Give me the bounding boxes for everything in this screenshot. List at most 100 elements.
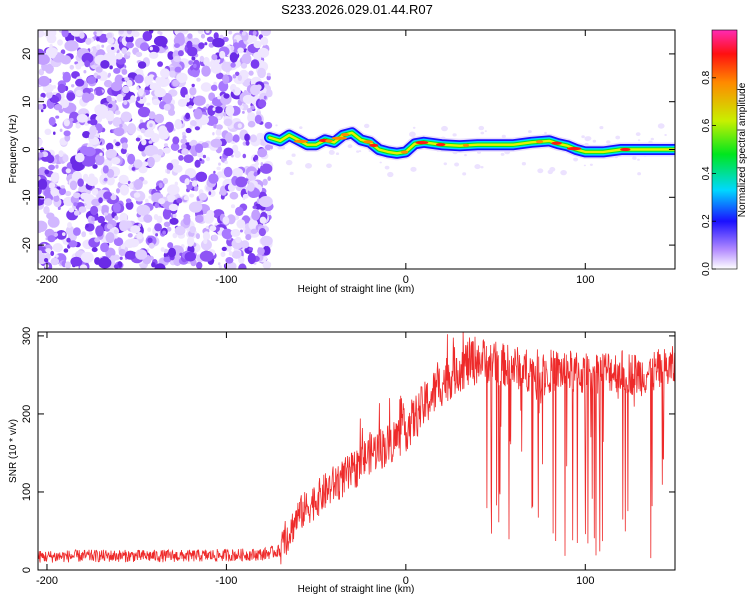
noise-speckle (231, 140, 236, 145)
noise-speckle (186, 236, 195, 247)
noise-speckle (335, 152, 340, 155)
noise-speckle (232, 89, 235, 93)
noise-speckle (173, 255, 182, 267)
noise-speckle (209, 225, 217, 232)
noise-speckle (114, 215, 119, 221)
noise-speckle (38, 96, 45, 103)
noise-speckle (134, 74, 144, 84)
noise-speckle (148, 195, 152, 199)
noise-speckle (464, 154, 467, 157)
noise-speckle (215, 124, 223, 130)
noise-speckle (126, 51, 131, 56)
noise-speckle (101, 147, 105, 152)
noise-speckle (113, 237, 124, 247)
noise-speckle (253, 171, 258, 177)
noise-speckle (99, 152, 103, 156)
colorbar-tick-label: 0.8 (701, 70, 712, 84)
noise-speckle (501, 134, 506, 139)
noise-speckle (184, 251, 197, 262)
noise-speckle (250, 105, 256, 110)
noise-speckle (73, 202, 78, 207)
noise-speckle (142, 30, 153, 42)
noise-speckle (216, 72, 224, 80)
x-tick-label: -100 (215, 274, 237, 286)
noise-speckle (50, 187, 59, 197)
noise-speckle (48, 116, 56, 126)
noise-speckle (237, 47, 244, 54)
noise-speckle (212, 107, 216, 111)
noise-speckle (266, 75, 271, 81)
noise-speckle (97, 33, 109, 43)
noise-speckle (191, 37, 200, 45)
noise-speckle (106, 175, 115, 186)
noise-speckle (50, 250, 55, 256)
y-tick-label: 300 (21, 327, 33, 345)
noise-speckle (45, 47, 58, 57)
noise-speckle (162, 177, 169, 185)
noise-speckle (223, 112, 226, 117)
noise-speckle (85, 223, 89, 228)
noise-speckle (214, 106, 223, 114)
noise-speckle (155, 233, 159, 237)
noise-speckle (136, 96, 141, 102)
noise-speckle (60, 185, 65, 189)
noise-speckle (195, 233, 200, 240)
noise-speckle (113, 67, 121, 74)
noise-speckle (172, 232, 178, 239)
noise-speckle (231, 250, 242, 259)
noise-speckle (212, 37, 225, 48)
noise-speckle (160, 68, 170, 78)
noise-speckle (211, 54, 218, 61)
noise-speckle (213, 170, 216, 174)
noise-speckle (97, 215, 105, 224)
noise-speckle (168, 203, 179, 212)
noise-speckle (60, 55, 72, 65)
noise-speckle (53, 131, 56, 135)
noise-speckle (163, 221, 171, 227)
noise-speckle (474, 164, 481, 170)
noise-speckle (198, 42, 205, 49)
noise-speckle (114, 110, 121, 115)
noise-speckle (172, 136, 180, 145)
noise-speckle (205, 30, 210, 34)
noise-speckle (39, 196, 45, 200)
noise-speckle (637, 158, 640, 161)
noise-speckle (264, 121, 273, 129)
noise-speckle (69, 180, 78, 191)
noise-speckle (409, 131, 416, 138)
noise-speckle (44, 169, 50, 175)
noise-speckle (462, 172, 467, 176)
noise-speckle (191, 180, 198, 188)
noise-speckle (166, 162, 174, 171)
noise-speckle (194, 126, 200, 131)
noise-speckle (118, 30, 124, 35)
noise-speckle (188, 201, 203, 213)
noise-speckle (149, 46, 153, 51)
noise-speckle (267, 176, 272, 181)
noise-speckle (176, 246, 184, 253)
noise-speckle (86, 175, 99, 187)
snr-x-ticks: -200 -100 0 100 (36, 332, 594, 587)
noise-speckle (235, 236, 242, 244)
noise-speckle (228, 251, 233, 256)
noise-speckle (186, 46, 198, 57)
noise-speckle (412, 126, 416, 129)
noise-speckle (60, 99, 69, 109)
noise-speckle (114, 235, 118, 239)
noise-speckle (573, 157, 579, 162)
noise-speckle (169, 70, 176, 78)
noise-speckle (55, 254, 59, 258)
noise-speckle (96, 75, 101, 79)
noise-speckle (260, 36, 269, 46)
noise-speckle (253, 40, 262, 49)
noise-speckle (95, 115, 103, 123)
noise-speckle (223, 166, 233, 178)
noise-speckle (172, 79, 180, 87)
noise-speckle (196, 77, 201, 82)
noise-speckle (124, 239, 135, 249)
noise-speckle (127, 123, 137, 135)
noise-speckle (131, 167, 136, 171)
noise-speckle (180, 138, 188, 144)
noise-speckle (211, 234, 219, 242)
noise-speckle (76, 113, 88, 123)
